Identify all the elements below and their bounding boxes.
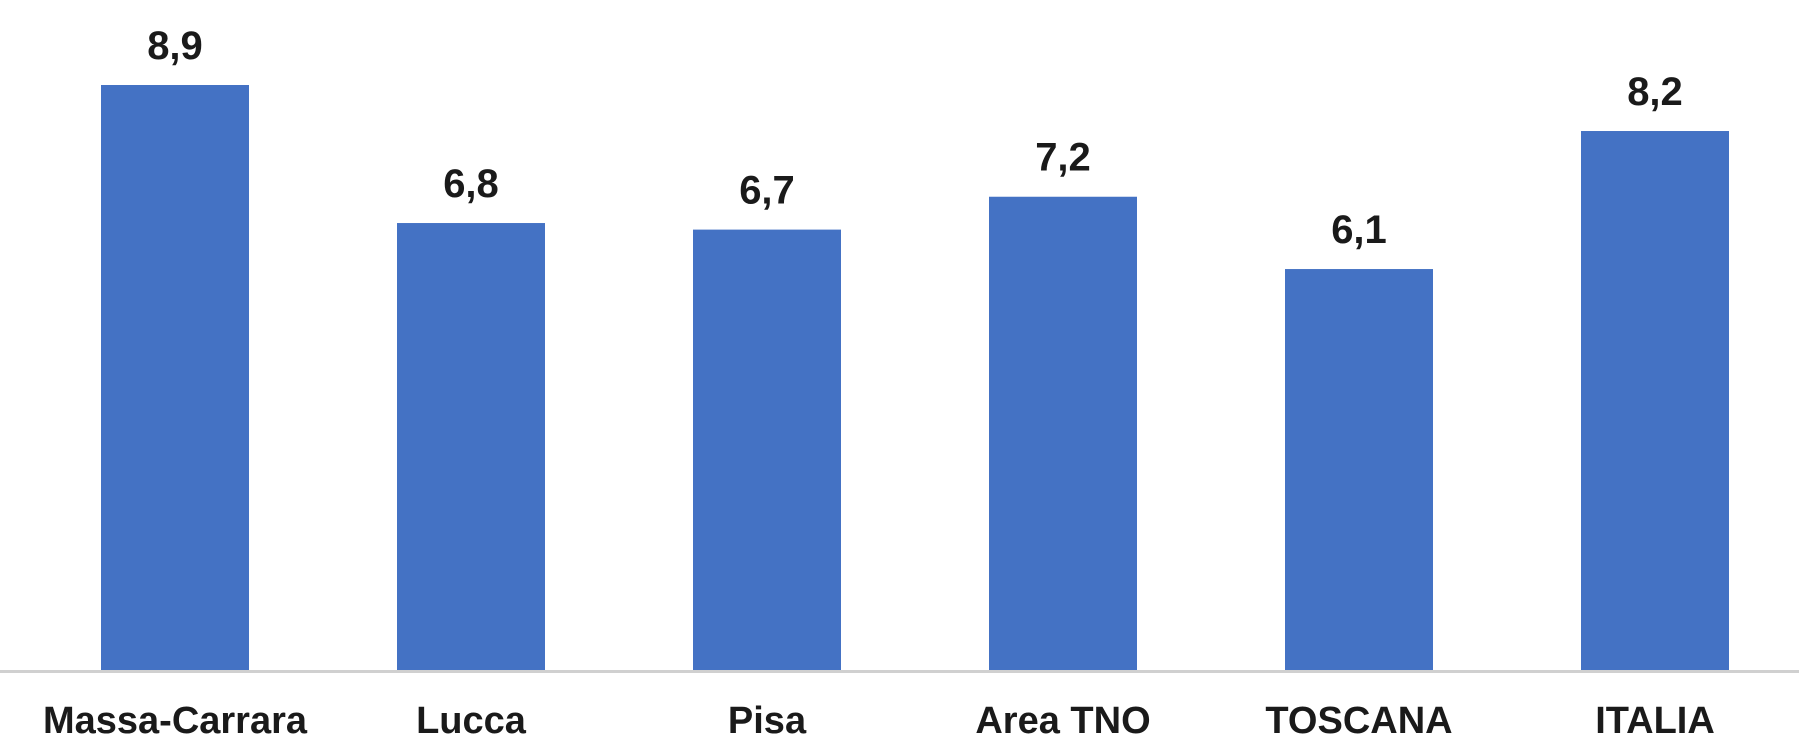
- category-label: Pisa: [728, 700, 807, 742]
- data-label: 6,1: [1331, 208, 1387, 252]
- bars-group: [101, 85, 1729, 671]
- bar-area-tno: [989, 196, 1137, 670]
- data-label: 8,9: [147, 24, 203, 68]
- bar-massa-carrara: [101, 85, 249, 670]
- bar-pisa: [693, 229, 841, 670]
- bar-italia: [1581, 131, 1729, 670]
- data-label: 6,8: [443, 162, 499, 206]
- category-label: Massa-Carrara: [43, 700, 308, 742]
- category-labels-group: Massa-Carrara Lucca Pisa Area TNO TOSCANA ITA…: [43, 700, 1715, 742]
- data-labels-group: 8,9 6,8 6,7 7,2 6,1 8,2: [147, 24, 1683, 252]
- category-label: Lucca: [416, 700, 527, 742]
- category-label: Area TNO: [975, 700, 1150, 742]
- data-label: 6,7: [739, 169, 795, 213]
- category-label: ITALIA: [1595, 700, 1715, 742]
- data-label: 8,2: [1627, 70, 1683, 114]
- bar-lucca: [397, 223, 545, 671]
- bar-toscana: [1285, 269, 1433, 670]
- data-label: 7,2: [1035, 136, 1091, 180]
- category-label: TOSCANA: [1265, 700, 1452, 742]
